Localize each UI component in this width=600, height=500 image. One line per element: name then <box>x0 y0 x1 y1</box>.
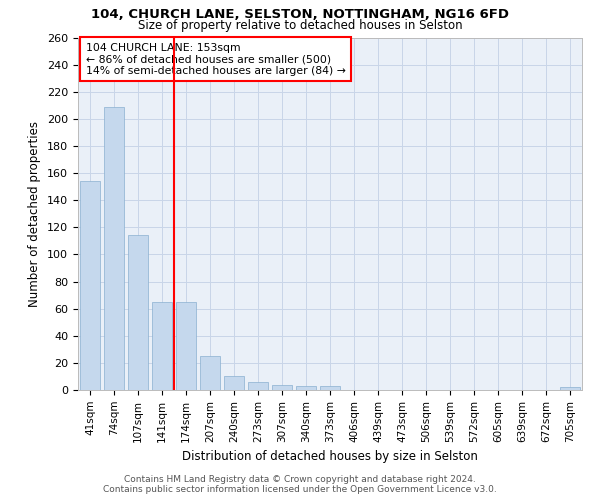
Bar <box>560 388 580 390</box>
Text: Contains HM Land Registry data © Crown copyright and database right 2024.
Contai: Contains HM Land Registry data © Crown c… <box>103 474 497 494</box>
Bar <box>176 302 196 390</box>
Bar <box>272 384 292 390</box>
Text: 104 CHURCH LANE: 153sqm
← 86% of detached houses are smaller (500)
14% of semi-d: 104 CHURCH LANE: 153sqm ← 86% of detache… <box>86 43 346 76</box>
Bar <box>152 302 172 390</box>
Text: Size of property relative to detached houses in Selston: Size of property relative to detached ho… <box>137 19 463 32</box>
Bar <box>80 181 100 390</box>
Bar <box>104 106 124 390</box>
Bar <box>128 236 148 390</box>
Bar <box>200 356 220 390</box>
Bar <box>296 386 316 390</box>
Bar <box>248 382 268 390</box>
Y-axis label: Number of detached properties: Number of detached properties <box>28 120 41 306</box>
X-axis label: Distribution of detached houses by size in Selston: Distribution of detached houses by size … <box>182 450 478 463</box>
Bar <box>320 386 340 390</box>
Text: 104, CHURCH LANE, SELSTON, NOTTINGHAM, NG16 6FD: 104, CHURCH LANE, SELSTON, NOTTINGHAM, N… <box>91 8 509 20</box>
Bar <box>224 376 244 390</box>
